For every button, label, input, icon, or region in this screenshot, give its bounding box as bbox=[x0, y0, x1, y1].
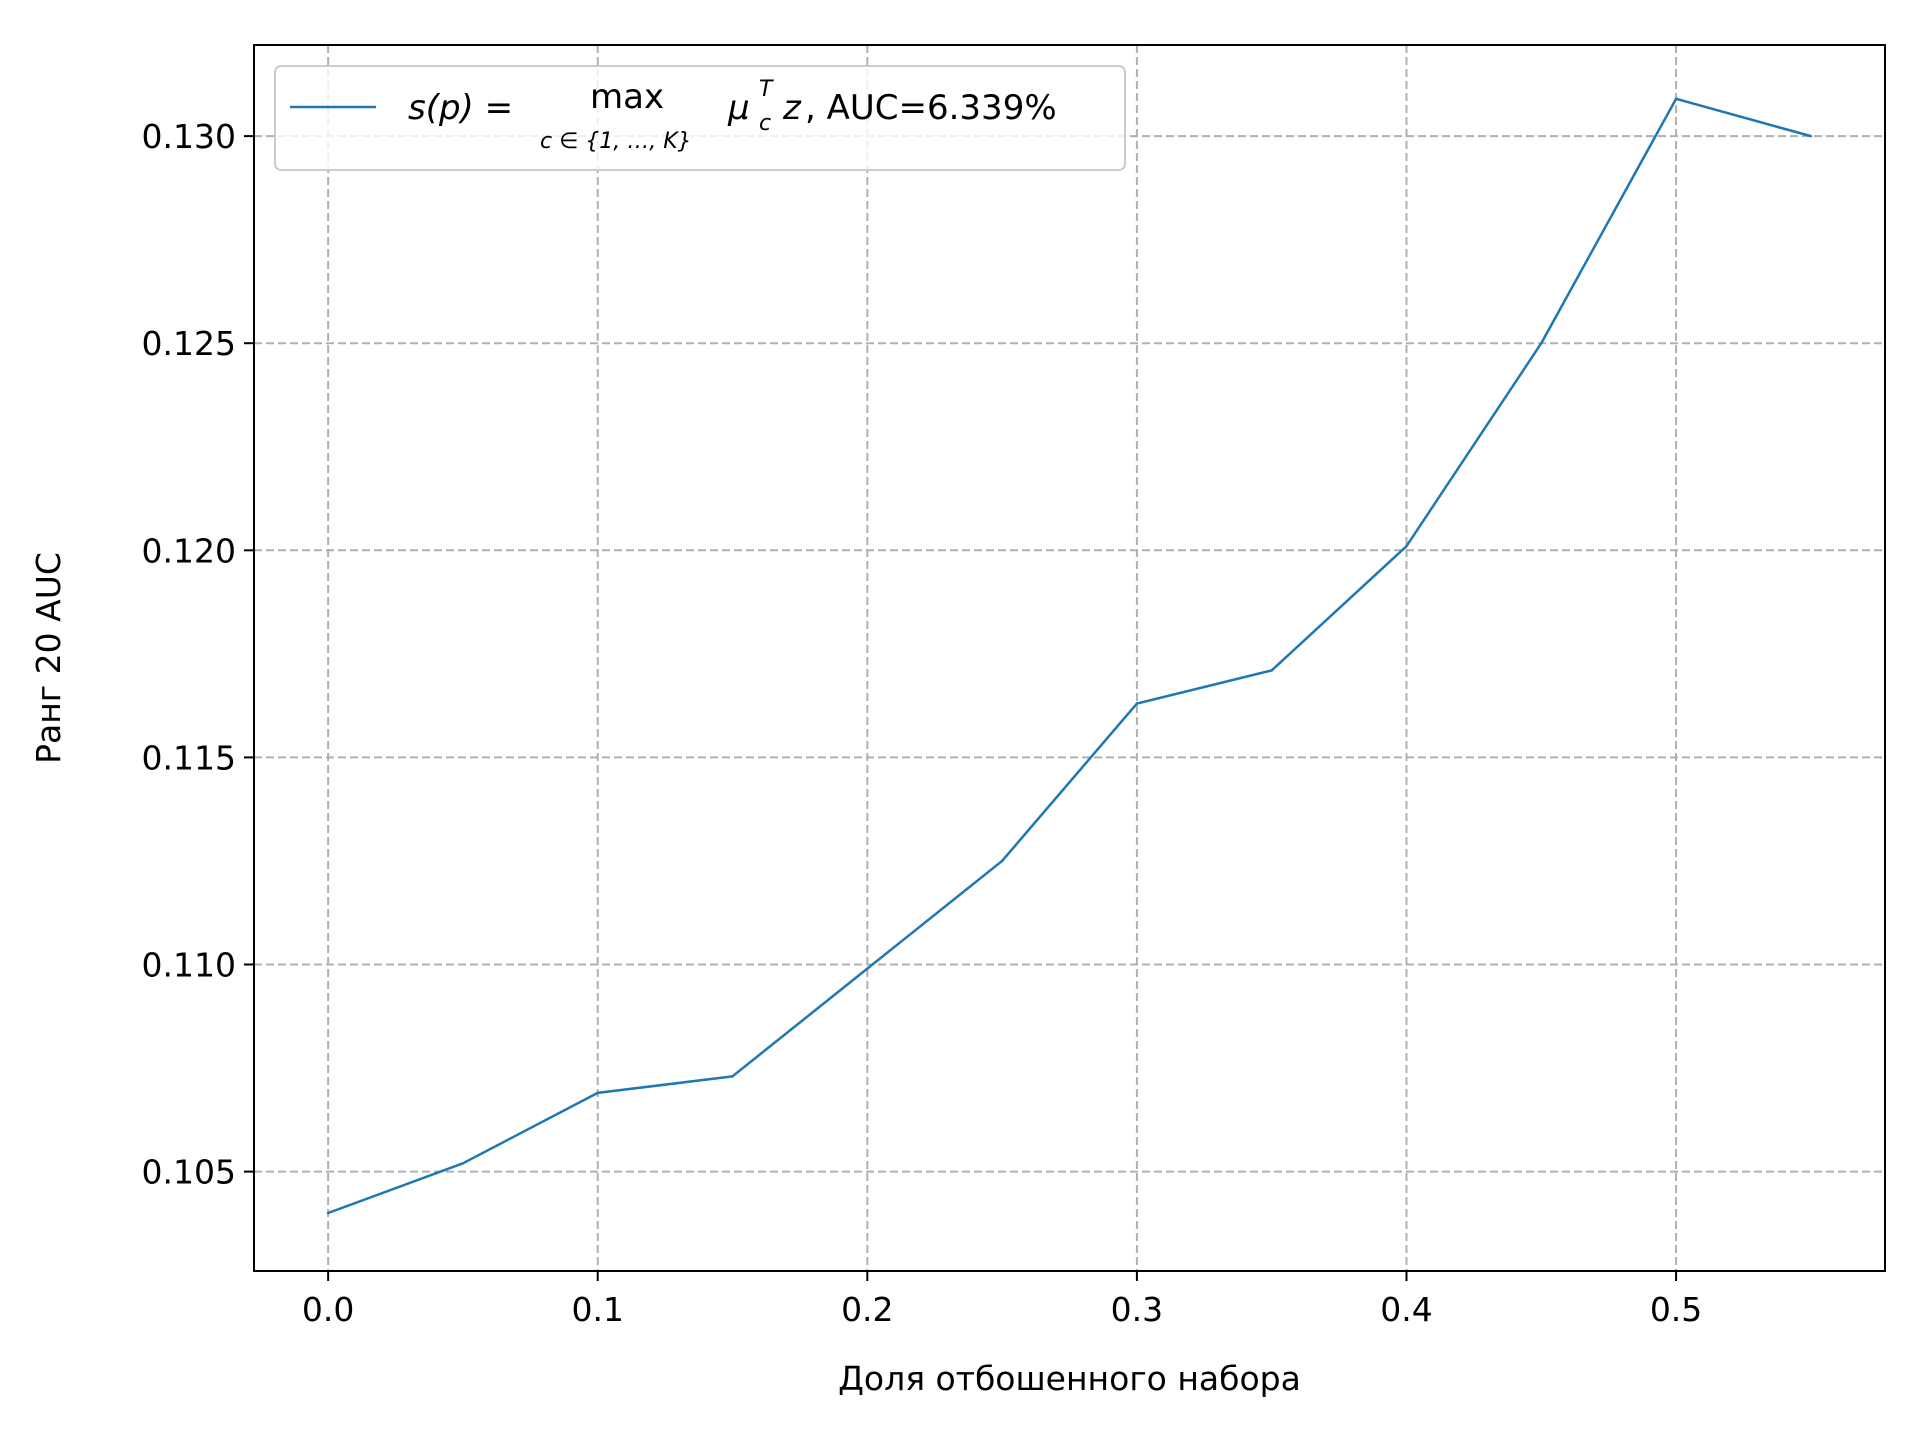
y-axis-label: Ранг 20 AUC bbox=[29, 552, 68, 764]
legend-mu: μ bbox=[727, 88, 750, 128]
y-tick-label: 0.105 bbox=[142, 1153, 236, 1192]
data-point bbox=[1000, 859, 1004, 863]
series-line bbox=[327, 97, 1812, 1215]
data-point bbox=[1405, 544, 1408, 548]
legend-max-operator: max bbox=[590, 77, 664, 117]
data-point bbox=[1809, 134, 1813, 138]
data-point bbox=[731, 1075, 734, 1078]
y-tick-label: 0.120 bbox=[142, 531, 236, 570]
data-point bbox=[1674, 97, 1678, 101]
legend-box bbox=[274, 65, 1126, 171]
legend-z: z bbox=[782, 88, 802, 128]
legend-auc-text: , AUC=6.339% bbox=[805, 88, 1057, 128]
x-tick-label: 0.0 bbox=[302, 1290, 354, 1329]
x-tick-label: 0.2 bbox=[841, 1290, 893, 1329]
data-point bbox=[596, 1091, 599, 1095]
series-layer bbox=[326, 97, 1813, 1215]
ticks: 0.0 0.1 0.2 0.3 0.4 0.5 0.105 0.110 0.115 0.120 0.… bbox=[142, 117, 1703, 1329]
data-point bbox=[326, 1211, 330, 1215]
x-tick-label: 0.1 bbox=[571, 1290, 623, 1329]
legend-mu-superscript: T bbox=[759, 77, 774, 102]
x-tick-label: 0.4 bbox=[1380, 1290, 1432, 1329]
data-point bbox=[1135, 702, 1139, 705]
legend: s(p) = max c ∈ {1, …, K} μ T c z , AUC=6… bbox=[274, 65, 1126, 171]
y-tick-label: 0.110 bbox=[142, 946, 236, 985]
legend-max-subscript: c ∈ {1, …, K} bbox=[540, 129, 692, 154]
legend-mu-subscript: c bbox=[759, 111, 771, 136]
data-point bbox=[866, 967, 869, 970]
y-tick-label: 0.130 bbox=[142, 117, 236, 156]
plot-frame bbox=[253, 44, 1886, 1272]
data-point bbox=[1270, 669, 1273, 672]
data-point bbox=[1540, 341, 1543, 345]
data-point bbox=[461, 1162, 465, 1165]
x-tick-label: 0.5 bbox=[1650, 1290, 1702, 1329]
grid bbox=[254, 45, 1885, 1271]
x-tick-label: 0.3 bbox=[1111, 1290, 1163, 1329]
y-tick-label: 0.115 bbox=[142, 738, 236, 777]
y-tick-label: 0.125 bbox=[142, 324, 236, 363]
x-axis-label: Доля отбошенного набора bbox=[838, 1359, 1301, 1398]
legend-lhs: s(p) = bbox=[408, 88, 513, 128]
